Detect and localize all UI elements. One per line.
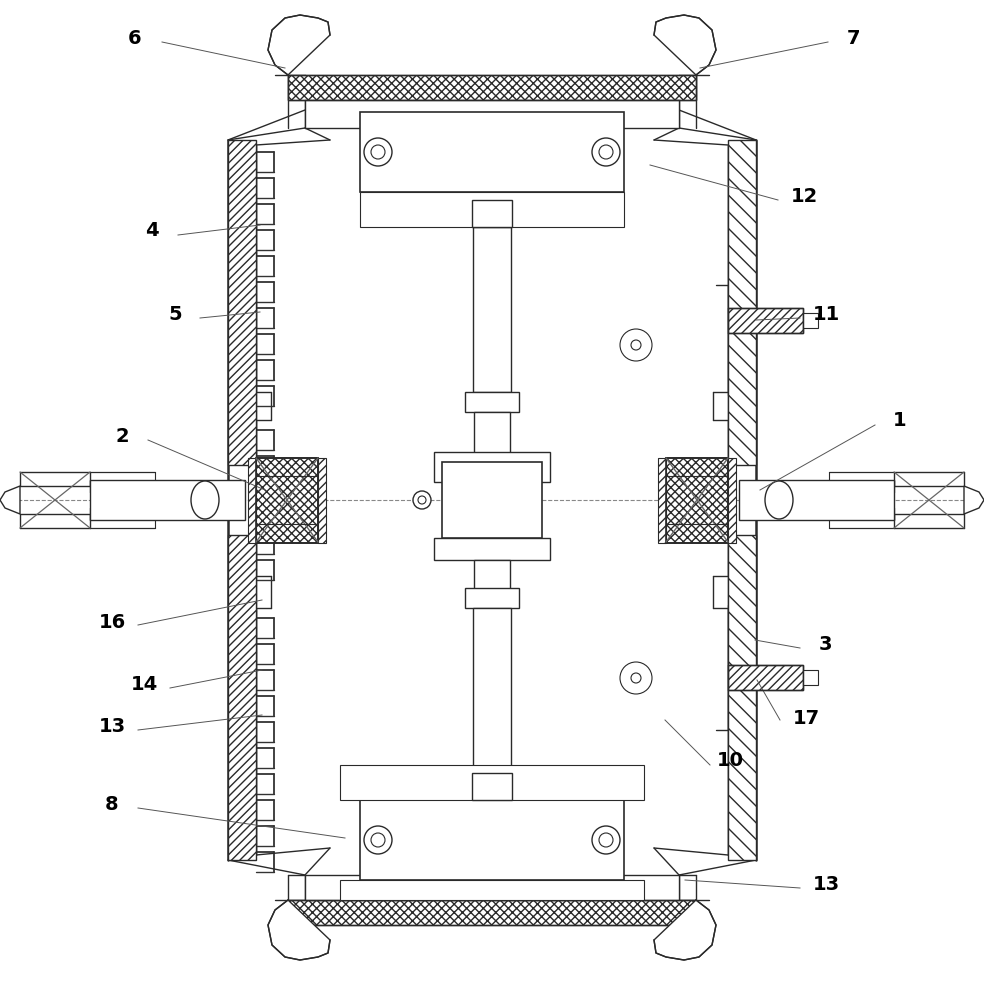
Circle shape xyxy=(599,145,613,159)
Bar xyxy=(305,875,679,900)
Bar xyxy=(305,100,679,128)
Bar xyxy=(434,452,550,482)
Text: 12: 12 xyxy=(790,188,818,207)
Bar xyxy=(288,75,696,100)
Bar xyxy=(666,458,728,543)
Bar xyxy=(803,670,818,685)
Text: 4: 4 xyxy=(146,221,158,239)
Bar xyxy=(288,900,696,925)
Circle shape xyxy=(592,826,620,854)
Text: 10: 10 xyxy=(716,750,744,770)
Bar xyxy=(465,588,519,608)
Polygon shape xyxy=(268,15,330,75)
Bar xyxy=(340,880,644,900)
Text: 2: 2 xyxy=(115,428,129,446)
Bar xyxy=(360,800,624,880)
Text: 13: 13 xyxy=(98,718,126,736)
Text: 13: 13 xyxy=(813,876,839,894)
Circle shape xyxy=(364,826,392,854)
Bar xyxy=(473,227,511,392)
Circle shape xyxy=(620,329,652,361)
Text: 5: 5 xyxy=(168,306,182,324)
Text: 16: 16 xyxy=(98,612,126,632)
Text: 8: 8 xyxy=(105,796,119,814)
Text: 1: 1 xyxy=(893,410,907,430)
Circle shape xyxy=(418,496,426,504)
Bar xyxy=(728,140,756,465)
Bar xyxy=(248,458,256,543)
Polygon shape xyxy=(268,900,330,960)
Circle shape xyxy=(413,491,431,509)
Text: 17: 17 xyxy=(792,708,820,728)
Bar xyxy=(658,458,666,543)
Bar xyxy=(473,608,511,773)
Polygon shape xyxy=(654,15,716,75)
Bar xyxy=(360,112,624,192)
Text: 14: 14 xyxy=(130,676,157,694)
Text: 7: 7 xyxy=(847,28,861,47)
Bar xyxy=(340,765,644,800)
Bar xyxy=(728,535,756,860)
Bar xyxy=(728,665,803,690)
Polygon shape xyxy=(654,900,716,960)
Circle shape xyxy=(631,340,641,350)
Bar xyxy=(256,458,318,543)
Bar xyxy=(228,535,256,860)
Bar xyxy=(474,412,510,500)
Bar xyxy=(666,458,728,543)
Bar xyxy=(256,458,318,543)
Bar xyxy=(465,392,519,412)
Bar xyxy=(318,458,326,543)
Ellipse shape xyxy=(191,481,219,519)
Circle shape xyxy=(364,138,392,166)
Circle shape xyxy=(371,145,385,159)
Polygon shape xyxy=(964,486,984,514)
Bar xyxy=(288,75,696,100)
Circle shape xyxy=(592,138,620,166)
Circle shape xyxy=(620,662,652,694)
Bar xyxy=(728,458,736,543)
Circle shape xyxy=(631,673,641,683)
Bar xyxy=(472,200,512,227)
Text: 6: 6 xyxy=(128,28,142,47)
Bar xyxy=(803,313,818,328)
Polygon shape xyxy=(0,486,20,514)
Bar xyxy=(288,900,696,925)
Circle shape xyxy=(371,833,385,847)
Text: 3: 3 xyxy=(819,636,831,654)
Bar xyxy=(739,480,894,520)
Bar xyxy=(228,140,256,465)
Bar xyxy=(728,665,803,690)
Bar xyxy=(728,308,803,333)
Text: 11: 11 xyxy=(813,306,839,324)
Bar xyxy=(728,308,803,333)
Bar xyxy=(442,462,542,538)
Bar xyxy=(90,480,245,520)
Bar xyxy=(360,192,624,227)
Ellipse shape xyxy=(765,481,793,519)
Bar xyxy=(472,773,512,800)
Bar xyxy=(474,560,510,648)
Bar xyxy=(434,538,550,560)
Circle shape xyxy=(599,833,613,847)
